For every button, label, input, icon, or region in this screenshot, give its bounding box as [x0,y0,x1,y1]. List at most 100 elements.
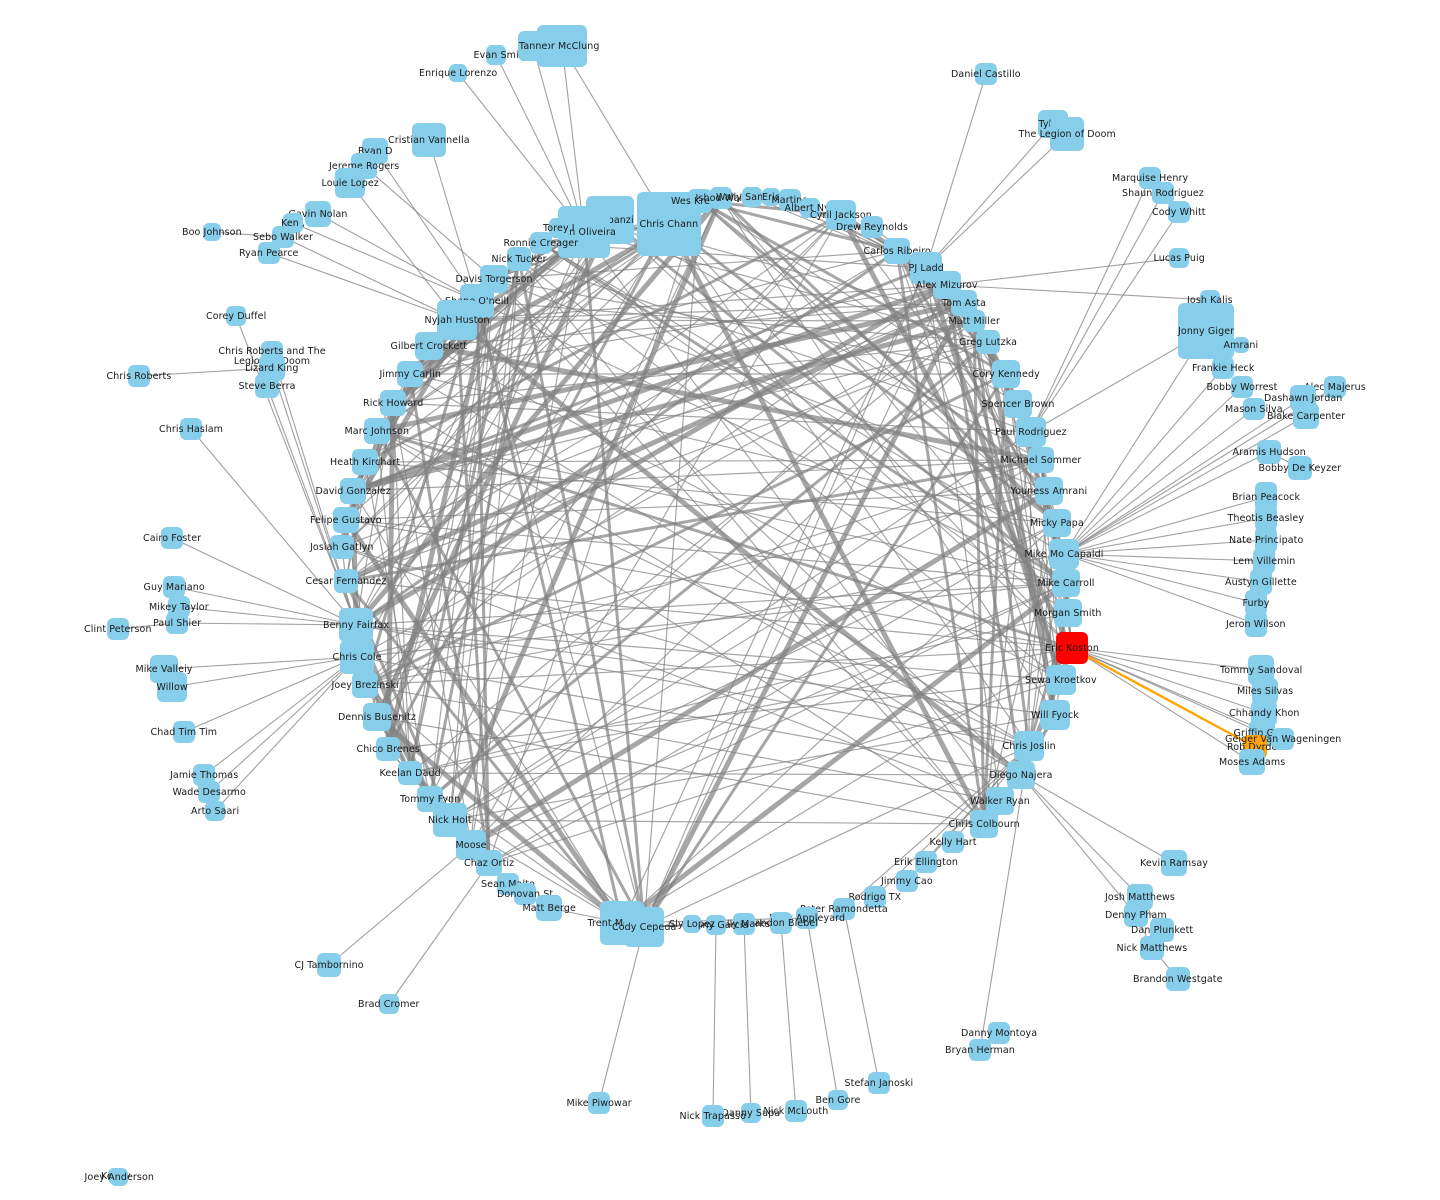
graph-node[interactable] [864,886,886,908]
graph-node[interactable] [785,1100,807,1122]
graph-node[interactable] [1152,182,1174,204]
graph-node[interactable] [1255,527,1277,553]
graph-node[interactable] [741,1103,761,1123]
graph-node[interactable] [1243,398,1265,420]
graph-node[interactable] [992,360,1020,388]
graph-node[interactable] [1245,611,1267,637]
graph-node[interactable] [1288,456,1312,480]
graph-node[interactable] [1255,505,1277,531]
graph-node[interactable] [588,1092,610,1114]
graph-node[interactable] [733,913,755,935]
graph-node[interactable] [988,1022,1010,1044]
graph-node[interactable] [340,640,374,674]
graph-node[interactable] [518,31,548,61]
graph-node[interactable] [107,618,129,640]
graph-node[interactable] [1056,632,1088,664]
graph-node[interactable] [193,764,215,786]
graph-node[interactable] [363,703,391,731]
graph-node[interactable] [1004,390,1032,418]
graph-node[interactable] [702,1105,724,1127]
graph-node[interactable] [476,850,502,876]
graph-node[interactable] [379,994,399,1014]
graph-node[interactable] [1212,357,1234,379]
graph-node[interactable] [1178,303,1234,359]
graph-node[interactable] [915,851,937,873]
graph-node[interactable] [1257,440,1281,464]
graph-node[interactable] [549,218,569,238]
graph-node[interactable] [1252,678,1278,704]
graph-node[interactable] [1272,728,1294,750]
graph-node[interactable] [1169,248,1189,268]
graph-node[interactable] [742,187,762,207]
graph-node[interactable] [1054,599,1082,627]
graph-node[interactable] [163,576,185,598]
graph-node[interactable] [226,306,246,326]
graph-node[interactable] [486,45,506,65]
graph-node[interactable] [1233,337,1249,353]
graph-node[interactable] [1250,569,1272,595]
graph-node[interactable] [1255,482,1277,512]
graph-node[interactable] [330,535,354,559]
graph-node[interactable] [161,527,183,549]
graph-node[interactable] [376,737,400,761]
graph-node[interactable] [334,569,358,593]
graph-node[interactable] [1040,700,1070,730]
graph-node[interactable] [688,189,712,213]
graph-node[interactable] [976,330,1000,354]
graph-node[interactable] [166,612,188,634]
graph-node[interactable] [497,873,519,895]
graph-node[interactable] [205,801,225,821]
graph-node[interactable] [868,1072,890,1094]
graph-node[interactable] [779,189,801,211]
graph-node[interactable] [963,310,985,332]
graph-node[interactable] [942,831,964,853]
graph-node[interactable] [514,883,536,905]
graph-node[interactable] [1014,731,1044,761]
graph-node[interactable] [710,187,732,209]
graph-node[interactable] [1253,548,1275,574]
graph-node[interactable] [157,672,187,702]
graph-node[interactable] [1028,447,1054,473]
graph-node[interactable] [1293,403,1319,429]
graph-node[interactable] [449,64,467,82]
graph-node[interactable] [624,907,664,947]
graph-node[interactable] [969,1039,991,1061]
graph-node[interactable] [507,247,531,271]
graph-node[interactable] [706,915,726,935]
graph-node[interactable] [352,449,378,475]
graph-node[interactable] [1324,376,1346,398]
graph-node[interactable] [437,300,477,340]
graph-node[interactable] [180,418,202,440]
graph-node[interactable] [770,912,792,934]
graph-node[interactable] [1016,417,1046,447]
graph-node[interactable] [826,200,856,230]
graph-node[interactable] [970,810,998,838]
graph-node[interactable] [833,898,855,920]
graph-node[interactable] [975,63,997,85]
graph-node[interactable] [884,238,910,264]
graph-node[interactable] [380,390,406,416]
graph-node[interactable] [198,781,220,803]
graph-node[interactable] [1050,117,1084,151]
graph-node[interactable] [796,907,818,929]
graph-node[interactable] [110,1168,128,1186]
graph-node[interactable] [1049,539,1079,569]
graph-node[interactable] [415,332,443,360]
graph-node[interactable] [339,608,373,642]
graph-node[interactable] [173,721,195,743]
graph-node[interactable] [1046,665,1076,695]
graph-node[interactable] [1035,477,1063,505]
graph-node[interactable] [1168,201,1190,223]
graph-node[interactable] [1007,761,1035,789]
graph-node[interactable] [412,123,446,157]
graph-node[interactable] [861,216,883,238]
graph-node[interactable] [128,365,150,387]
graph-node[interactable] [340,478,366,504]
graph-node[interactable] [1245,590,1267,616]
graph-node[interactable] [333,507,359,533]
graph-node[interactable] [800,198,820,218]
graph-node[interactable] [762,188,780,206]
graph-node[interactable] [828,1090,848,1110]
graph-node[interactable] [1166,967,1190,991]
graph-node[interactable] [1140,936,1164,960]
